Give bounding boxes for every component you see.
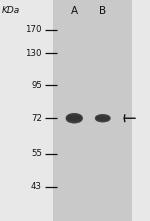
Ellipse shape bbox=[95, 116, 110, 122]
Text: 170: 170 bbox=[26, 25, 42, 34]
Ellipse shape bbox=[95, 114, 110, 121]
Ellipse shape bbox=[66, 113, 83, 122]
Ellipse shape bbox=[66, 117, 82, 123]
Ellipse shape bbox=[95, 117, 110, 122]
Bar bbox=[53, 0, 132, 221]
Text: 43: 43 bbox=[31, 182, 42, 191]
Ellipse shape bbox=[95, 114, 110, 119]
Text: KDa: KDa bbox=[2, 6, 20, 15]
Ellipse shape bbox=[95, 114, 111, 122]
Text: 130: 130 bbox=[26, 49, 42, 57]
Ellipse shape bbox=[66, 113, 83, 124]
Ellipse shape bbox=[66, 115, 83, 123]
Text: 72: 72 bbox=[31, 114, 42, 123]
Text: B: B bbox=[99, 6, 106, 15]
Ellipse shape bbox=[66, 113, 82, 120]
Text: 55: 55 bbox=[31, 149, 42, 158]
Text: A: A bbox=[71, 6, 78, 15]
Text: 95: 95 bbox=[31, 81, 42, 90]
